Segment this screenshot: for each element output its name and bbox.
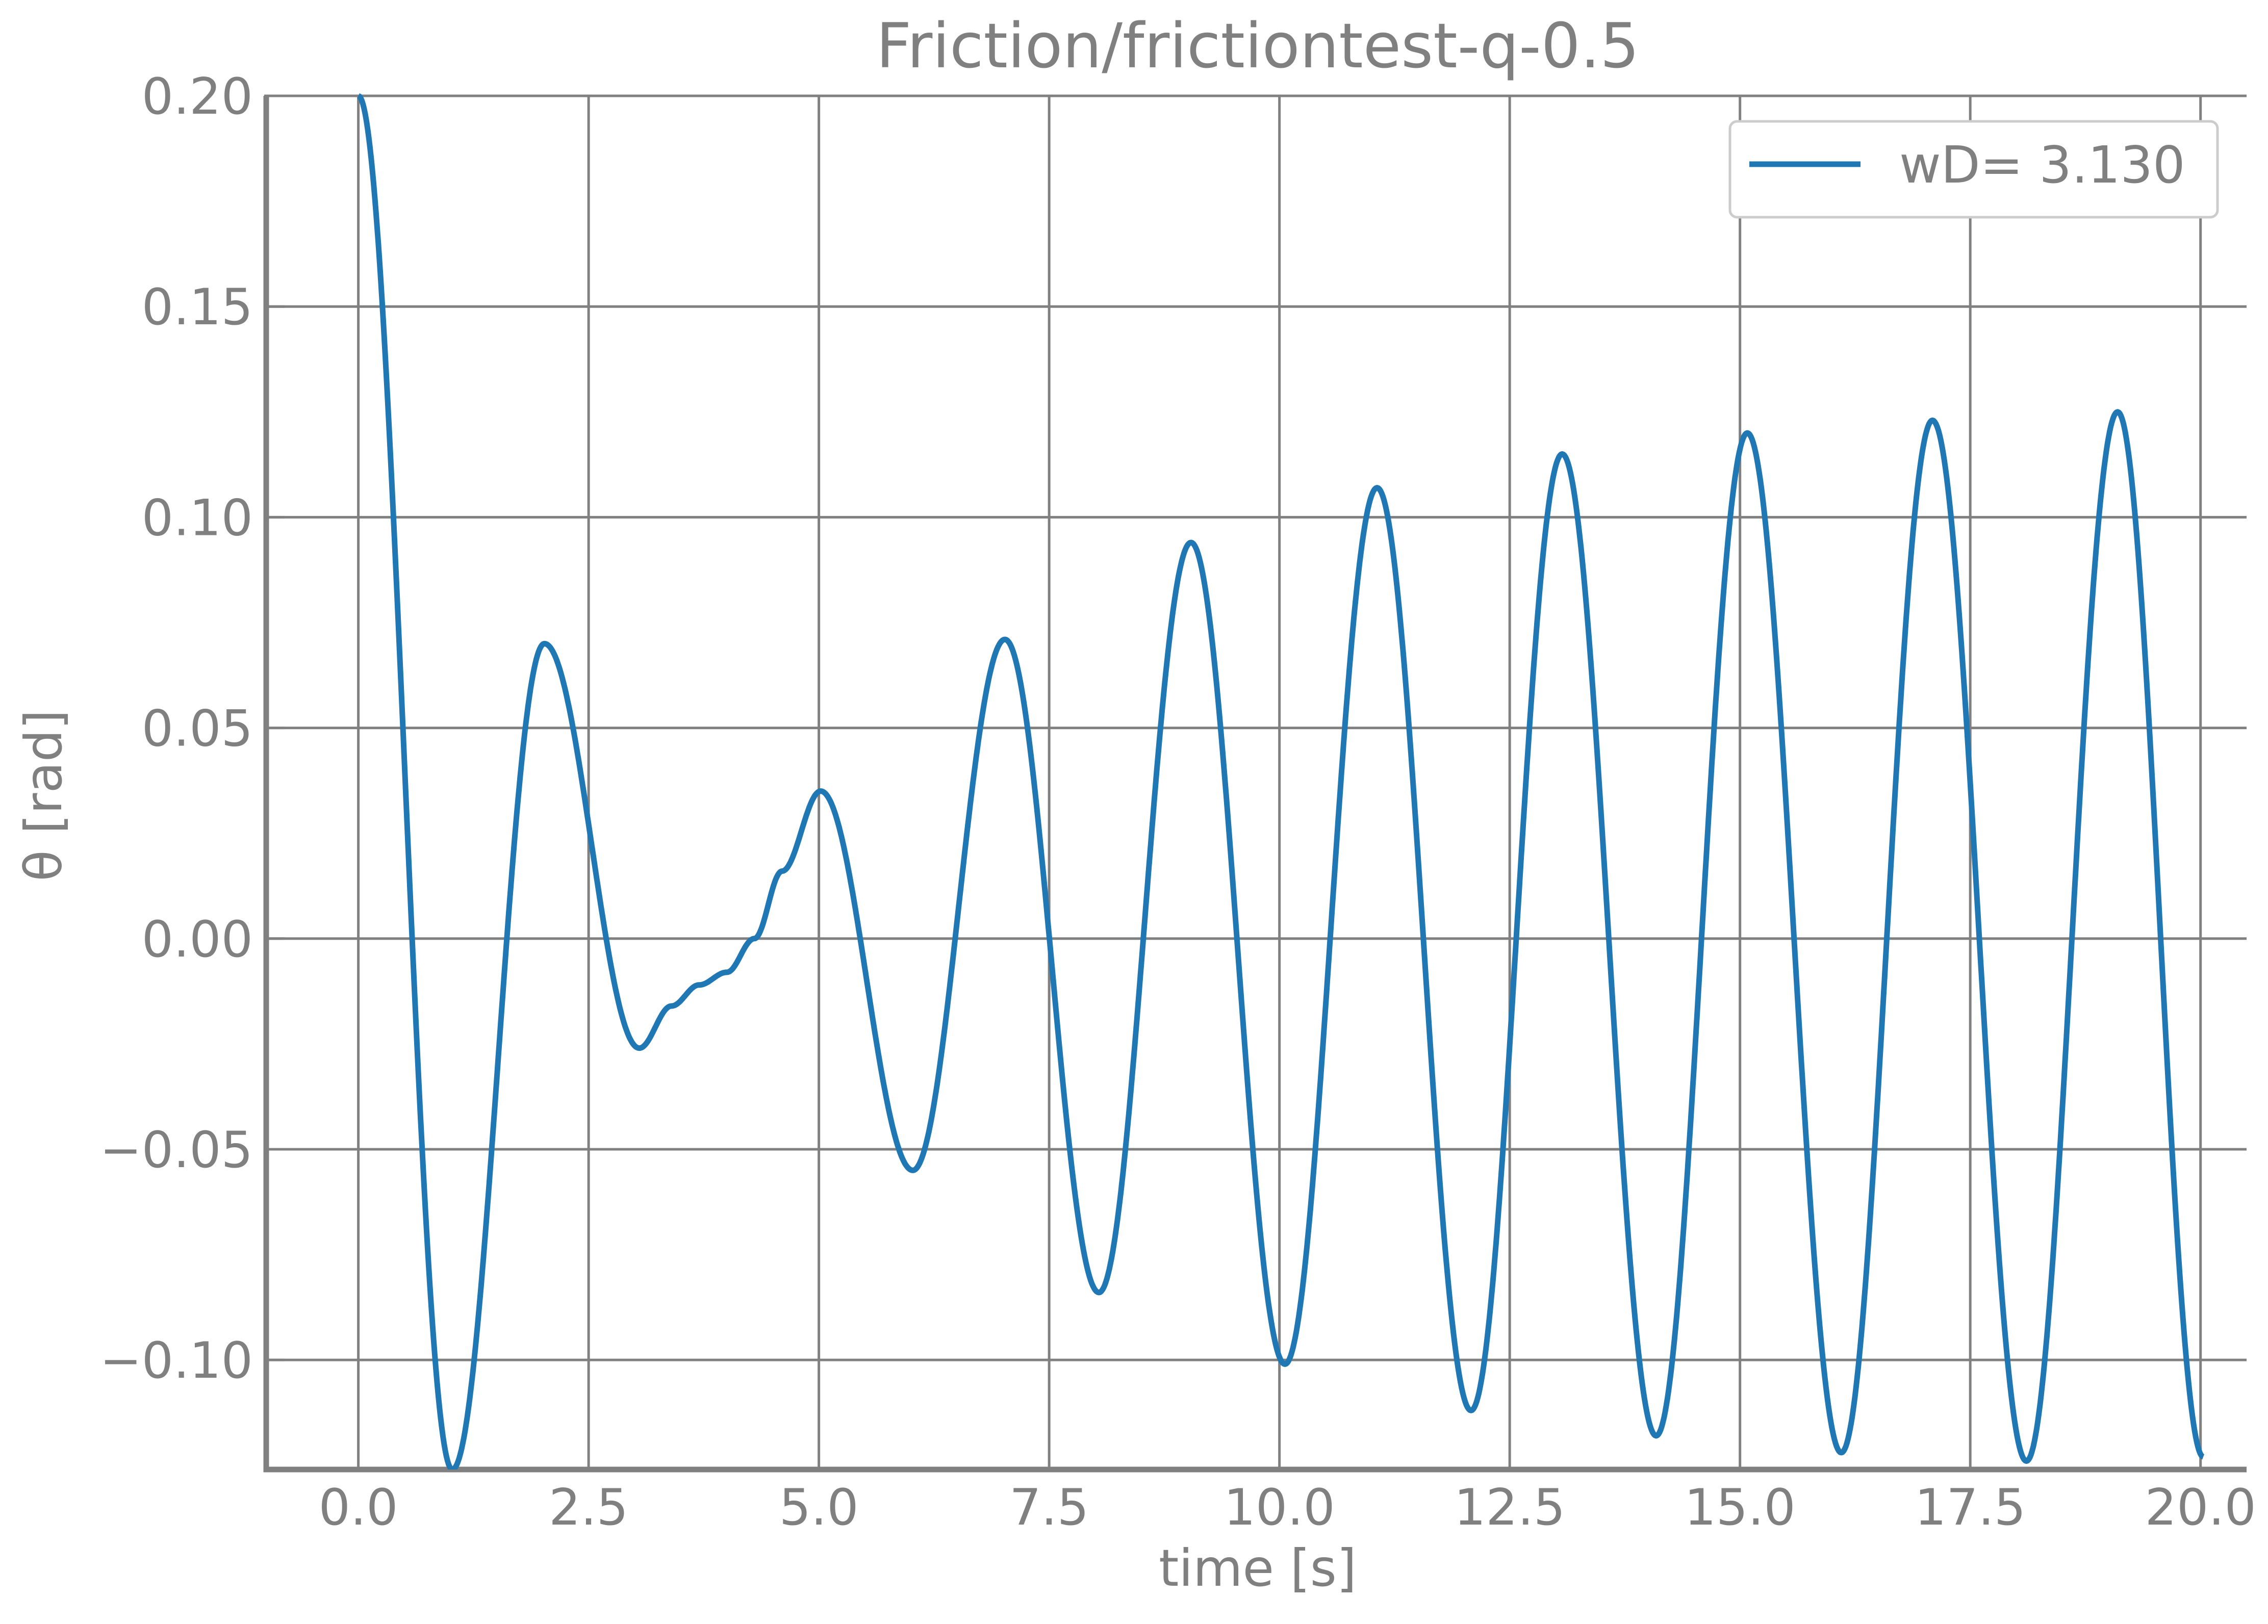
x-tick-label: 7.5: [1009, 1479, 1089, 1537]
x-tick-label: 5.0: [779, 1479, 859, 1537]
legend-label: wD= 3.130: [1899, 135, 2185, 195]
grid: [266, 94, 2247, 1470]
x-ticks: 0.0 2.5 5.0 7.5 10.0 12.5 15.0 17.5 20.0: [319, 1479, 2256, 1537]
y-axis-label: θ [rad]: [14, 710, 73, 882]
x-tick-label: 12.5: [1454, 1479, 1565, 1537]
x-tick-label: 2.5: [549, 1479, 628, 1537]
x-tick-label: 10.0: [1224, 1479, 1335, 1537]
x-tick-label: 17.5: [1915, 1479, 2026, 1537]
y-tick-label: 0.00: [142, 911, 253, 969]
chart-title: Friction/frictiontest-q-0.5: [876, 10, 1639, 82]
series-line: [356, 93, 2205, 1470]
y-tick-label: 0.15: [142, 278, 253, 337]
legend-frame: [1728, 120, 2219, 219]
y-tick-label: 0.20: [142, 68, 253, 126]
x-axis-label: time [s]: [1159, 1538, 1357, 1598]
x-tick-label: 15.0: [1685, 1479, 1796, 1537]
legend: wD= 3.130: [1728, 120, 2219, 219]
axis-spines: [263, 96, 2247, 1473]
y-tick-label: 0.10: [142, 489, 253, 547]
y-ticks: −0.10 −0.05 0.00 0.05 0.10 0.15 0.20: [100, 68, 285, 1390]
series-layer: [356, 93, 2205, 1470]
y-tick-label: −0.05: [100, 1121, 253, 1179]
y-tick-label: −0.10: [100, 1332, 253, 1390]
y-tick-label: 0.05: [142, 700, 253, 758]
x-tick-label: 20.0: [2145, 1479, 2256, 1537]
x-tick-label: 0.0: [319, 1479, 398, 1537]
